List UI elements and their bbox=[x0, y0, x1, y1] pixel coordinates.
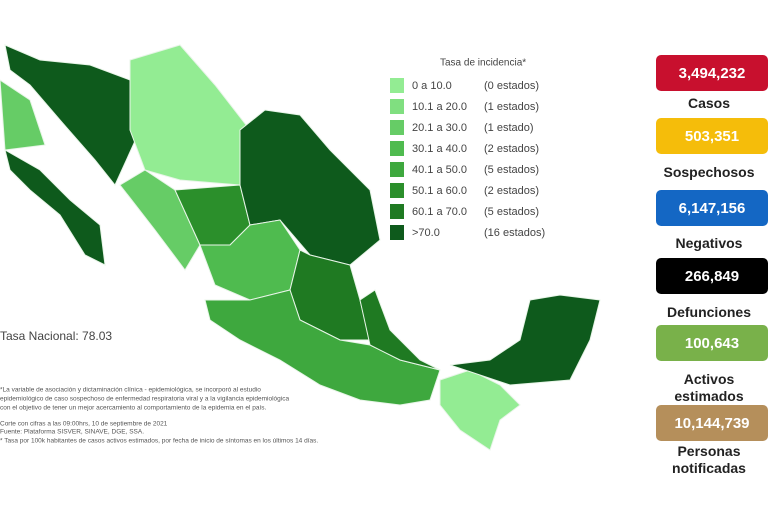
map: Tasa Nacional: 78.03 Tasa de incidencia*… bbox=[0, 44, 601, 451]
legend-count: (1 estados) bbox=[484, 101, 539, 113]
legend-count: (5 estados) bbox=[484, 164, 539, 176]
stat-label: Defunciones bbox=[666, 304, 751, 320]
legend-swatch bbox=[390, 99, 404, 114]
legend-range: >70.0 bbox=[412, 227, 440, 239]
state-region bbox=[129, 44, 251, 186]
legend-range: 50.1 a 60.0 bbox=[412, 185, 467, 197]
stat-value: 100,643 bbox=[656, 325, 768, 361]
legend-swatch bbox=[390, 141, 404, 156]
legend-swatch bbox=[390, 120, 404, 135]
legend-range: 20.1 a 30.0 bbox=[412, 122, 467, 134]
notes: *La variable de asociación y dictaminaci… bbox=[0, 387, 318, 445]
legend-swatch bbox=[390, 162, 404, 177]
state-region bbox=[239, 109, 381, 266]
legend-count: (5 estados) bbox=[484, 206, 539, 218]
note: con el objetivo de tener un mejor acerca… bbox=[0, 405, 266, 412]
legend-count: (0 estados) bbox=[484, 80, 539, 92]
note: Corte con cifras a las 09:00hrs, 10 de s… bbox=[0, 421, 168, 428]
legend-swatch bbox=[390, 183, 404, 198]
stat-label: Negativos bbox=[675, 235, 743, 251]
legend-range: 40.1 a 50.0 bbox=[412, 164, 467, 176]
legend-range: 30.1 a 40.0 bbox=[412, 143, 467, 155]
national-rate: Tasa Nacional: 78.03 bbox=[0, 329, 112, 343]
mexico-map bbox=[0, 44, 601, 451]
legend-range: 10.1 a 20.0 bbox=[412, 101, 467, 113]
stat-value: 6,147,156 bbox=[656, 190, 768, 226]
note: * Tasa por 100k habitantes de casos acti… bbox=[0, 438, 318, 445]
note: epidemiológico de caso sospechoso de enf… bbox=[0, 396, 289, 403]
state-region bbox=[4, 148, 106, 266]
legend: 0 a 10.0 (0 estados) 10.1 a 20.0 (1 estados… bbox=[390, 78, 545, 240]
stat-value: 10,144,739 bbox=[656, 405, 768, 441]
stat-label: Activos estimados bbox=[674, 371, 744, 404]
stat-label: Personas notificadas bbox=[672, 443, 746, 476]
legend-swatch bbox=[390, 78, 404, 93]
state-region bbox=[119, 169, 201, 271]
state-region bbox=[359, 289, 441, 371]
state-region bbox=[4, 44, 141, 186]
stat-value: 266,849 bbox=[656, 258, 768, 294]
legend-count: (2 estados) bbox=[484, 143, 539, 155]
legend-count: (1 estado) bbox=[484, 122, 534, 134]
legend-range: 0 a 10.0 bbox=[412, 80, 452, 92]
stat-label: Casos bbox=[687, 95, 731, 111]
stat-value: 3,494,232 bbox=[656, 55, 768, 91]
legend-title: Tasa de incidencia* bbox=[440, 58, 526, 69]
stat-value: 503,351 bbox=[656, 118, 768, 154]
legend-swatch bbox=[390, 204, 404, 219]
note: *La variable de asociación y dictaminaci… bbox=[0, 387, 261, 394]
note: Fuente: Plataforma SISVER, SINAVE, DGE, … bbox=[0, 429, 144, 436]
state-region bbox=[449, 294, 601, 386]
state-region bbox=[0, 79, 46, 151]
legend-swatch bbox=[390, 225, 404, 240]
state-region bbox=[204, 289, 441, 406]
legend-range: 60.1 a 70.0 bbox=[412, 206, 467, 218]
stat-label: Sospechosos bbox=[663, 164, 755, 180]
legend-count: (2 estados) bbox=[484, 185, 539, 197]
legend-count: (16 estados) bbox=[484, 227, 545, 239]
